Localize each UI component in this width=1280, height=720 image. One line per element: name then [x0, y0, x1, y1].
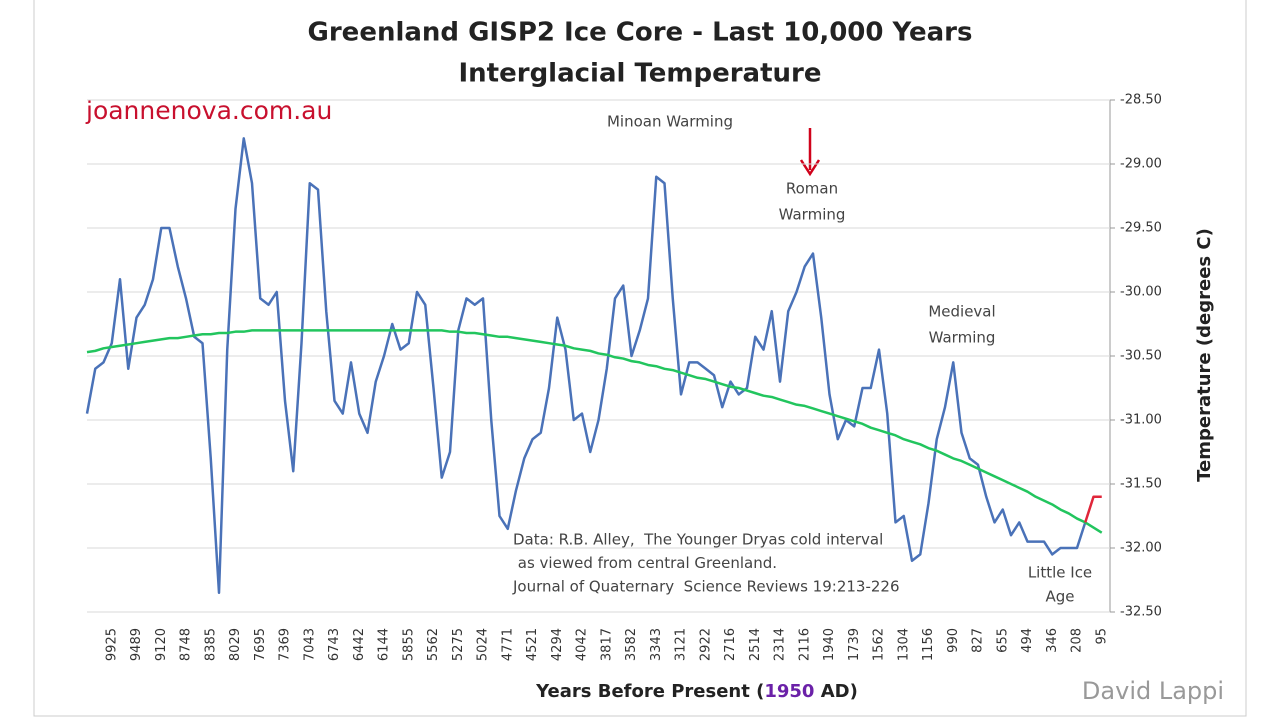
x-tick-label: 95: [1094, 628, 1109, 645]
x-tick-label: 208: [1070, 628, 1085, 653]
x-tick-label: 3343: [649, 628, 664, 661]
x-axis-title: Years Before Present (1950 AD): [535, 681, 858, 702]
x-tick-label: 6743: [327, 628, 342, 661]
x-tick-label: 494: [1020, 628, 1035, 653]
y-tick-label: -29.00: [1120, 157, 1162, 172]
x-tick-label: 3817: [599, 628, 614, 661]
x-tick-label: 4042: [575, 628, 590, 661]
y-axis-title: Temperature (degrees C): [1194, 228, 1215, 482]
x-tick-label: 5562: [426, 628, 441, 661]
annotation: Journal of Quaternary Science Reviews 19…: [512, 578, 900, 596]
y-tick-label: -31.00: [1120, 413, 1162, 428]
x-tick-label: 8748: [179, 628, 194, 661]
x-tick-label: 6144: [377, 628, 392, 661]
y-tick-label: -30.00: [1120, 285, 1162, 300]
data-line: [1084, 495, 1102, 523]
x-tick-label: 4771: [500, 628, 515, 661]
credit: David Lappi: [1082, 677, 1224, 705]
chart-title: Greenland GISP2 Ice Core - Last 10,000 Y…: [308, 18, 973, 48]
x-tick-label: 7043: [302, 628, 317, 661]
x-tick-label: 7695: [253, 628, 268, 661]
y-tick-label: -29.50: [1120, 221, 1162, 236]
x-tick-label: 3582: [624, 628, 639, 661]
watermark: joannenova.com.au: [85, 96, 332, 125]
x-tick-label: 6442: [352, 628, 367, 661]
x-tick-label: 2314: [773, 628, 788, 661]
annotation: Warming: [779, 206, 846, 224]
frame: [33, 0, 1247, 717]
x-tick-label: 8029: [228, 628, 243, 661]
x-tick-label: 2514: [748, 628, 763, 661]
y-tick-label: -31.50: [1120, 477, 1162, 492]
y-tick-label: -32.00: [1120, 541, 1162, 556]
x-tick-label: 655: [995, 628, 1010, 653]
annotation: Age: [1045, 588, 1074, 606]
data-line: [85, 137, 1087, 595]
x-tick-label: 346: [1045, 628, 1060, 653]
x-tick-label: 1562: [872, 628, 887, 661]
x-title-year: 1950: [764, 681, 814, 702]
y-tick-label: -32.50: [1120, 605, 1162, 620]
x-tick-label: 1940: [822, 628, 837, 661]
annotation: as viewed from central Greenland.: [513, 554, 777, 572]
y-tick-label: -28.50: [1120, 93, 1162, 108]
data-line: [86, 329, 1103, 534]
x-tick-label: 4521: [525, 628, 540, 661]
y-tick-label: -30.50: [1120, 349, 1162, 364]
x-tick-label: 5855: [401, 628, 416, 661]
x-tick-label: 1739: [847, 628, 862, 661]
x-tick-label: 5275: [451, 628, 466, 661]
x-tick-label: 9489: [129, 628, 144, 661]
annotation: Data: R.B. Alley, The Younger Dryas cold…: [513, 531, 883, 549]
x-tick-label: 2716: [723, 628, 738, 661]
x-tick-label: 9120: [154, 628, 169, 661]
x-tick-label: 8385: [203, 628, 218, 661]
x-tick-label: 1156: [921, 628, 936, 661]
x-tick-label: 990: [946, 628, 961, 653]
x-tick-label: 2116: [797, 628, 812, 661]
x-tick-label: 827: [971, 628, 986, 653]
x-title-part: AD): [814, 681, 857, 702]
annotation: Medieval: [928, 303, 995, 321]
x-title-part: Years Before Present (: [535, 681, 764, 702]
roman-arrow: [799, 128, 821, 177]
annotation: Warming: [929, 329, 996, 347]
x-tick-label: 3121: [674, 628, 689, 661]
x-tick-label: 4294: [550, 628, 565, 661]
chart-subtitle: Interglacial Temperature: [459, 59, 822, 89]
x-tick-label: 2922: [698, 628, 713, 661]
x-tick-label: 5024: [476, 628, 491, 661]
annotation: Minoan Warming: [607, 113, 733, 131]
x-tick-label: 9925: [104, 628, 119, 661]
x-tick-label: 1304: [896, 628, 911, 661]
annotation: Little Ice: [1028, 564, 1092, 582]
x-tick-label: 7369: [278, 628, 293, 661]
annotation: Roman: [786, 180, 838, 198]
